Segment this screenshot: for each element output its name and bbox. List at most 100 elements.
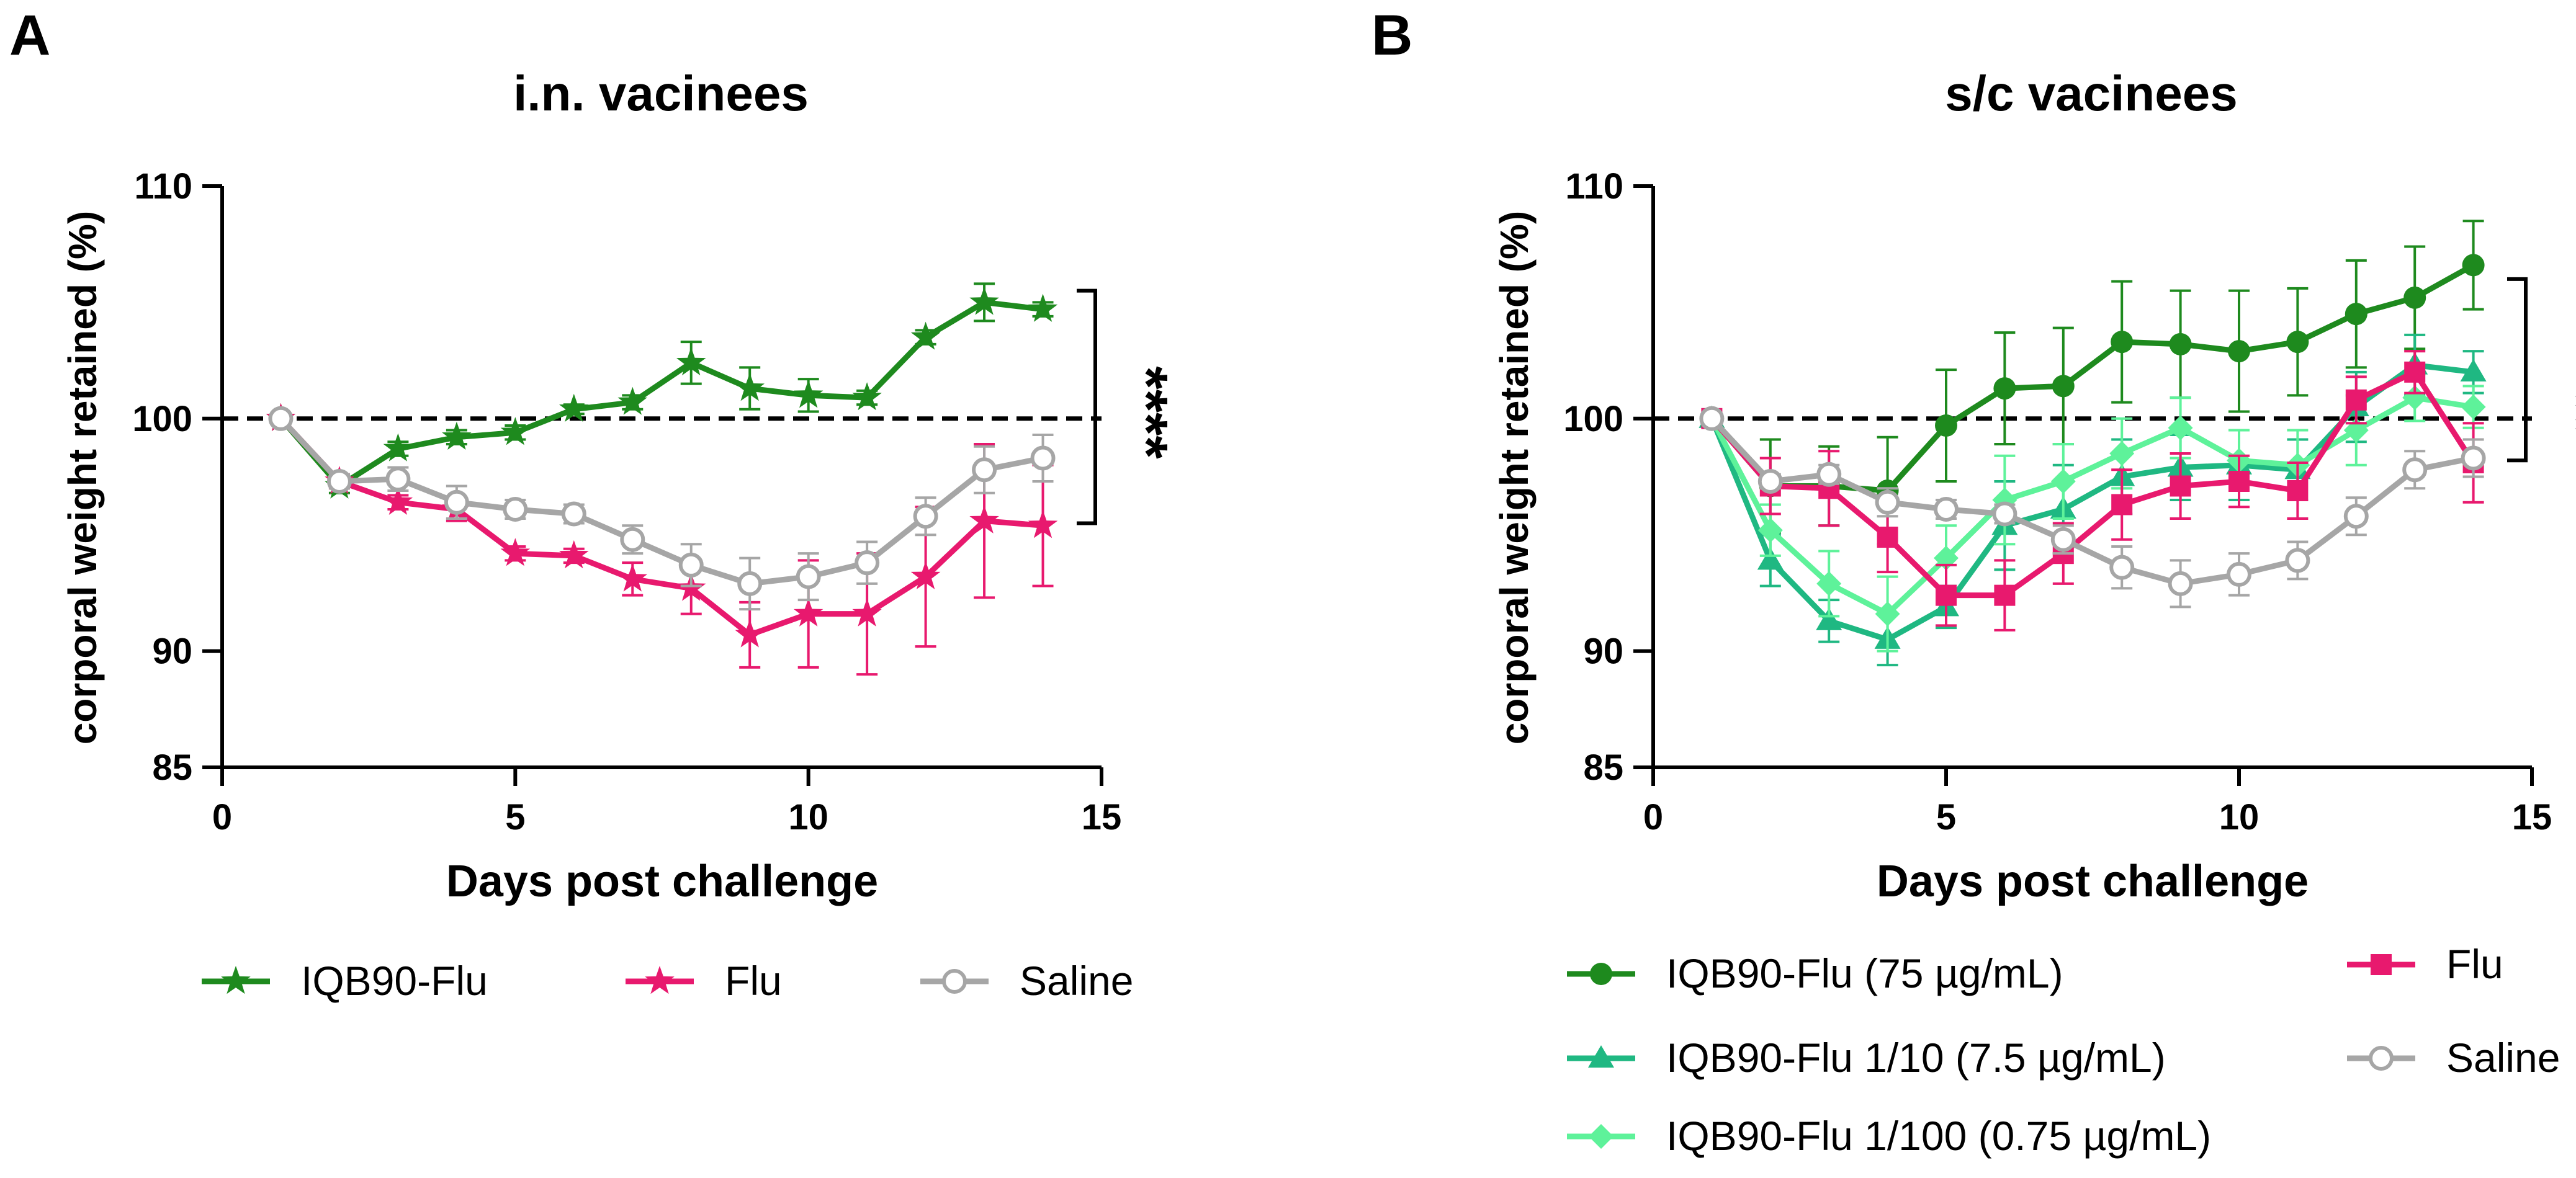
x-tick-label: 0	[212, 797, 232, 837]
data-point	[1877, 526, 1898, 548]
data-point	[326, 468, 352, 494]
data-point	[2228, 470, 2250, 492]
data-point	[2111, 494, 2133, 515]
data-point	[913, 504, 938, 529]
data-point	[910, 321, 941, 350]
data-point	[444, 489, 469, 515]
data-point	[2462, 254, 2485, 277]
data-point	[559, 393, 589, 422]
data-point	[2227, 561, 2251, 587]
legend-item: IQB90-Flu 1/10 (7.5 µg/mL)	[1567, 1035, 2166, 1081]
y-tick-label: 85	[1583, 747, 1623, 788]
data-point	[2343, 504, 2369, 529]
legend-label: IQB90-Flu	[301, 958, 488, 1004]
axes: 85 90 100 110 0 5 10 15	[132, 166, 1121, 837]
axes: 85 90 100 110 0 5 10 15	[1563, 166, 2552, 837]
series-flu	[266, 403, 1058, 676]
series-saline	[268, 406, 1056, 611]
data-point	[1030, 445, 1056, 471]
significance-bracket	[2507, 277, 2528, 463]
data-point	[735, 373, 765, 401]
y-tick-label: 100	[1563, 399, 1623, 439]
data-point	[2403, 286, 2426, 309]
data-point	[385, 466, 411, 492]
data-point	[268, 406, 294, 431]
legend-item: IQB90-Flu	[202, 958, 488, 1004]
legend-item: Flu	[2347, 941, 2503, 987]
significance-label: ****	[1113, 366, 1180, 459]
data-point	[500, 417, 531, 445]
y-axis-label: corporal weight retained (%)	[60, 211, 105, 745]
data-point	[2050, 527, 2076, 552]
y-tick-label: 110	[134, 166, 192, 207]
legend-item: Saline	[2347, 1035, 2560, 1081]
data-point	[1028, 293, 1058, 322]
x-axis-label: Days post challenge	[1877, 857, 2309, 906]
data-point	[1028, 510, 1058, 538]
series-iqb90-flu-1-100-0-75-g-ml-	[1699, 373, 2486, 653]
legend: IQB90-Flu Flu Saline	[202, 958, 1133, 1004]
series-line	[279, 416, 1043, 638]
series-iqb90-flu	[266, 282, 1058, 499]
data-point	[559, 540, 589, 569]
data-point	[2345, 389, 2367, 411]
significance-bracket	[1077, 288, 1097, 525]
data-point	[2168, 571, 2193, 596]
legend-swatch-marker	[221, 966, 251, 994]
y-axis-label: corporal weight retained (%)	[1492, 211, 1537, 745]
data-point	[972, 457, 997, 483]
legend-item: Flu	[626, 958, 782, 1004]
chart-title: i.n. vacinees	[513, 66, 809, 121]
legend-swatch-marker	[2369, 1046, 2394, 1071]
panel-b: B s/c vacinees Days post challenge corpo…	[1371, 4, 2576, 1159]
data-point	[2285, 548, 2310, 573]
legend-swatch-marker	[645, 966, 675, 994]
x-axis-label: Days post challenge	[446, 857, 878, 906]
data-point	[1757, 547, 1784, 570]
legend-label: Flu	[725, 958, 782, 1004]
legend: IQB90-Flu (75 µg/mL) IQB90-Flu 1/10 (7.5 …	[1567, 941, 2560, 1159]
legend-item: Saline	[920, 958, 1133, 1004]
data-point	[503, 496, 528, 522]
data-point	[796, 564, 821, 589]
y-tick-label: 100	[132, 399, 192, 439]
panel-a: A i.n. vacinees Days post challenge corp…	[9, 4, 1180, 1004]
data-point	[383, 433, 413, 462]
data-point	[2109, 555, 2135, 580]
data-point	[1875, 489, 1900, 515]
legend-label: Flu	[2446, 941, 2503, 987]
data-point	[855, 550, 880, 576]
data-point	[793, 598, 824, 627]
data-point	[1993, 377, 2016, 400]
legend-label: Saline	[2446, 1035, 2560, 1081]
data-point	[2228, 340, 2250, 363]
legend-label: Saline	[1020, 958, 1133, 1004]
y-tick-label: 85	[152, 747, 192, 788]
legend-swatch-marker	[1588, 1045, 1614, 1068]
data-point	[852, 598, 882, 627]
data-point	[442, 421, 472, 450]
data-point	[1936, 584, 1957, 606]
x-tick-label: 15	[2512, 797, 2552, 837]
data-point	[2402, 385, 2428, 411]
series-saline	[1699, 406, 2486, 609]
chart-title: s/c vacinees	[1945, 66, 2237, 121]
data-point	[793, 380, 824, 408]
x-tick-label: 15	[1082, 797, 1122, 837]
data-point	[910, 561, 941, 589]
significance-label: **	[2544, 390, 2576, 436]
x-tick-label: 10	[2219, 797, 2260, 837]
data-point	[676, 347, 706, 376]
legend-item: IQB90-Flu 1/100 (0.75 µg/mL)	[1567, 1113, 2211, 1159]
data-point	[2109, 441, 2135, 466]
x-tick-label: 10	[788, 797, 828, 837]
data-point	[1757, 468, 1783, 494]
legend-label: IQB90-Flu 1/10 (7.5 µg/mL)	[1666, 1035, 2166, 1081]
legend-label: IQB90-Flu 1/100 (0.75 µg/mL)	[1666, 1113, 2211, 1159]
data-point	[852, 382, 882, 411]
x-tick-label: 0	[1643, 797, 1663, 837]
legend-swatch-marker	[1589, 1124, 1613, 1149]
x-tick-label: 5	[505, 797, 525, 837]
data-point	[969, 505, 999, 533]
